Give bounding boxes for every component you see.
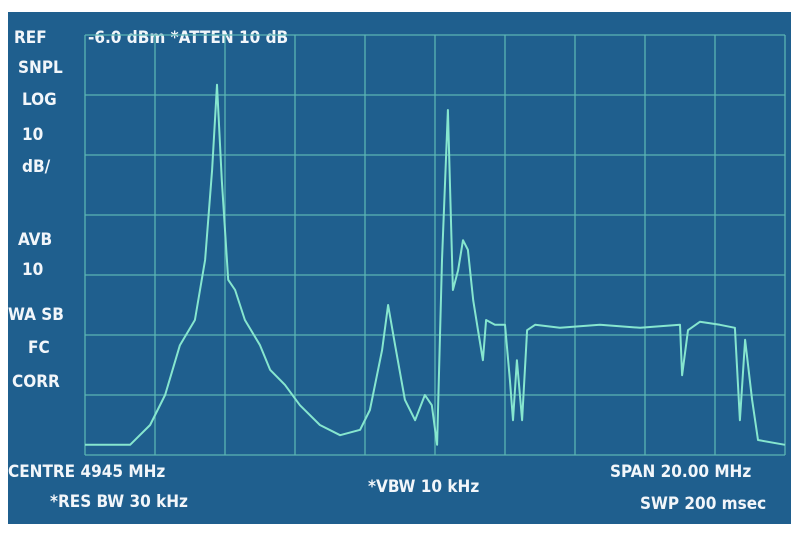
footer-label: SWP 200 msec [640,494,766,514]
side-label: SNPL [18,58,63,78]
side-label: FC [28,338,50,358]
side-label: AVB [18,230,52,250]
side-label: CORR [12,372,60,392]
side-label: LOG [22,90,57,110]
ref-level: -6.0 dBm *ATTEN 10 dB [88,28,288,48]
side-label: WA SB [8,305,64,325]
footer-label: *VBW 10 kHz [368,477,479,497]
footer-label: *RES BW 30 kHz [50,492,188,512]
side-label: 10 [22,125,43,145]
screen-background [8,12,791,524]
ref-label: REF [14,28,47,48]
analyzer-screen: REF -6.0 dBm *ATTEN 10 dB SNPL LOG 10 dB/AV… [0,0,791,533]
footer-label: CENTRE 4945 MHz [8,462,165,482]
side-label: dB/ [22,157,51,177]
footer-label: SPAN 20.00 MHz [610,462,751,482]
side-label: 10 [22,260,43,280]
